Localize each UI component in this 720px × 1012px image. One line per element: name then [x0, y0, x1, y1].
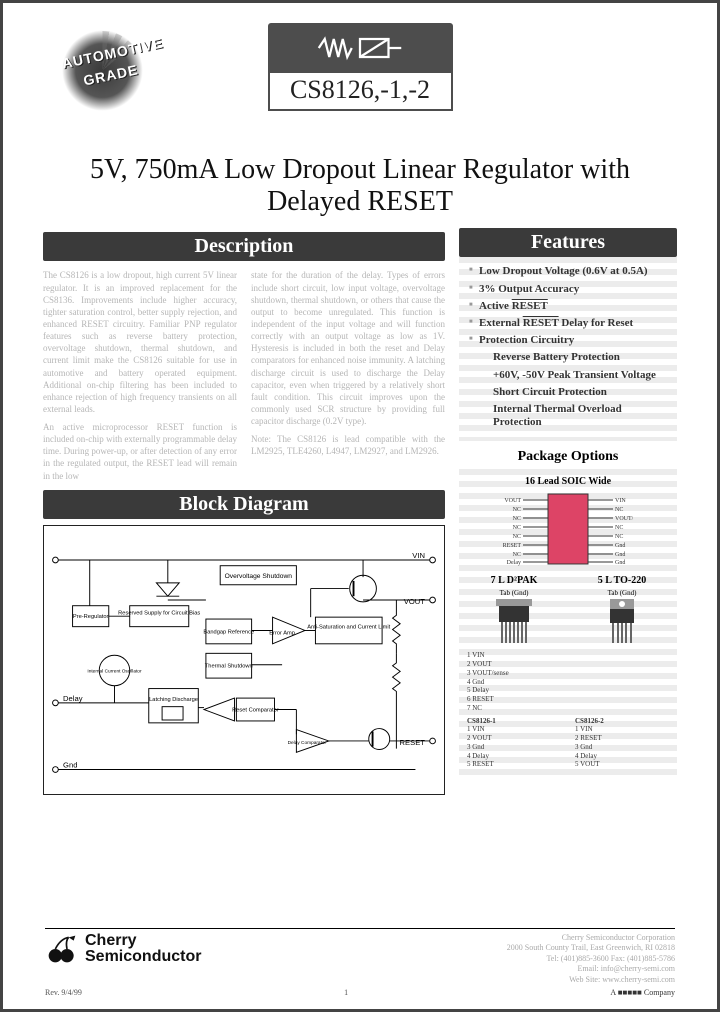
- feature-sub-item: Short Circuit Protection: [469, 386, 671, 399]
- svg-text:Overvoltage Shutdown: Overvoltage Shutdown: [225, 573, 293, 580]
- svg-text:Anti-Saturation and Current Li: Anti-Saturation and Current Limit: [307, 624, 390, 630]
- cs8126-1-pins: CS8126-1 1 VIN2 VOUT3 Gnd4 Delay5 RESET: [463, 715, 565, 772]
- description-body: The CS8126 is a low dropout, high curren…: [43, 269, 445, 481]
- right-column: Features Low Dropout Voltage (0.6V at 0.…: [459, 228, 677, 794]
- desc-para: Note: The CS8126 is lead compatible with…: [251, 433, 445, 457]
- part-number-badge: CS8126,-1,-2: [268, 23, 453, 111]
- features-list: Low Dropout Voltage (0.6V at 0.5A) 3% Ou…: [459, 257, 677, 441]
- footer: CherrySemiconductor Cherry Semiconductor…: [45, 928, 675, 985]
- svg-text:Gnd: Gnd: [615, 543, 625, 549]
- svg-text:Reset Comparator: Reset Comparator: [232, 707, 279, 713]
- svg-text:NC: NC: [513, 552, 521, 558]
- svg-text:Internal Current Oscillator: Internal Current Oscillator: [87, 668, 142, 674]
- feature-item: Protection Circuitry: [469, 334, 671, 347]
- svg-text:Thermal Shutdown: Thermal Shutdown: [205, 663, 253, 669]
- d2pak-col: 7 L D²PAK Tab (Gnd): [463, 572, 565, 649]
- svg-text:VOUT: VOUT: [504, 498, 521, 504]
- block-diagram: VIN VOUT Delay Gnd RESET Overvoltage Shu…: [43, 525, 445, 795]
- svg-text:NC: NC: [615, 525, 623, 531]
- svg-text:NC: NC: [513, 525, 521, 531]
- feature-item: 3% Output Accuracy: [469, 283, 671, 296]
- package-row: 7 L D²PAK Tab (Gnd) 5 L TO-22: [463, 572, 673, 649]
- soic-diagram: VOUT NC NC NC NC RESET NC Delay VIN NC V: [463, 490, 673, 568]
- company-address: Cherry Semiconductor Corporation 2000 So…: [507, 933, 675, 985]
- svg-text:Latching Discharge: Latching Discharge: [149, 697, 198, 703]
- feature-sub-item: +60V, -50V Peak Transient Voltage: [469, 369, 671, 382]
- svg-text:Gnd: Gnd: [63, 760, 77, 769]
- svg-text:Bandgap Reference: Bandgap Reference: [203, 629, 254, 635]
- desc-para: state for the duration of the delay. Typ…: [251, 269, 445, 427]
- svg-text:VOUT/sense: VOUT/sense: [615, 516, 633, 522]
- page-number: 1: [344, 988, 348, 997]
- svg-text:RESET: RESET: [503, 543, 521, 549]
- svg-text:Delay Comparator: Delay Comparator: [288, 740, 327, 746]
- page-title: 5V, 750mA Low Dropout Linear Regulator w…: [15, 150, 705, 228]
- to220-col: 5 L TO-220 Tab (Gnd): [571, 572, 673, 649]
- automotive-grade-badge: AUTOMOTIVE GRADE: [55, 23, 155, 118]
- desc-para: An active microprocessor RESET function …: [43, 421, 237, 482]
- company-logo: CherrySemiconductor: [45, 933, 201, 965]
- svg-text:VIN: VIN: [412, 551, 425, 560]
- revision: Rev. 9/4/99: [45, 988, 82, 997]
- package-panel: 16 Lead SOIC Wide VOUT NC NC: [459, 469, 677, 775]
- feature-item: Active RESET: [469, 300, 671, 313]
- feature-item: External RESET Delay for Reset: [469, 317, 671, 330]
- svg-text:Pre-Regulator: Pre-Regulator: [73, 614, 109, 620]
- svg-text:VOUT: VOUT: [404, 597, 425, 606]
- svg-text:Gnd: Gnd: [615, 560, 625, 566]
- header: AUTOMOTIVE GRADE CS8126,-1,-2: [15, 15, 705, 150]
- datasheet-page: CS8126,-1,-2 AUTOMOTIVE GRADE CS8126,-1,…: [0, 0, 720, 1012]
- company-name: CherrySemiconductor: [85, 933, 201, 965]
- svg-text:NC: NC: [513, 507, 521, 513]
- svg-text:Gnd: Gnd: [615, 552, 625, 558]
- pin-variants: CS8126-1 1 VIN2 VOUT3 Gnd4 Delay5 RESET …: [463, 715, 673, 772]
- features-heading: Features: [459, 228, 677, 257]
- svg-text:Delay: Delay: [63, 694, 83, 703]
- svg-text:Error Amp: Error Amp: [269, 630, 295, 636]
- part-symbol-icon: [268, 23, 453, 73]
- package-options-heading: Package Options: [459, 449, 677, 465]
- soic-label: 16 Lead SOIC Wide: [463, 476, 673, 487]
- pins7-list: 1 VIN2 VOUT3 VOUT/sense4 Gnd5 Delay6 RES…: [463, 649, 673, 714]
- footer-bottom: Rev. 9/4/99 1 A ■■■■■ Company: [45, 988, 675, 997]
- svg-text:NC: NC: [513, 516, 521, 522]
- description-heading: Description: [43, 232, 445, 261]
- svg-text:VIN: VIN: [615, 498, 626, 504]
- feature-item: Low Dropout Voltage (0.6V at 0.5A): [469, 265, 671, 278]
- svg-text:NC: NC: [513, 534, 521, 540]
- feature-sub-item: Reverse Battery Protection: [469, 351, 671, 364]
- desc-para: The CS8126 is a low dropout, high curren…: [43, 269, 237, 415]
- svg-text:Delay: Delay: [507, 560, 521, 566]
- svg-text:NC: NC: [615, 534, 623, 540]
- svg-text:NC: NC: [615, 507, 623, 513]
- company-tagline: A ■■■■■ Company: [610, 988, 675, 997]
- part-number-text: CS8126,-1,-2: [268, 73, 453, 111]
- svg-text:Reserved Supply for Circuit Bi: Reserved Supply for Circuit Bias: [118, 610, 200, 616]
- svg-text:RESET: RESET: [400, 738, 426, 747]
- feature-sub-item: Internal Thermal Overload Protection: [469, 403, 671, 429]
- left-column: Description The CS8126 is a low dropout,…: [43, 228, 445, 794]
- cherry-icon: [45, 934, 79, 964]
- main-columns: Description The CS8126 is a low dropout,…: [15, 228, 705, 794]
- cs8126-2-pins: CS8126-2 1 VIN2 RESET3 Gnd4 Delay5 VOUT: [571, 715, 673, 772]
- block-diagram-heading: Block Diagram: [43, 490, 445, 519]
- page-content: AUTOMOTIVE GRADE CS8126,-1,-2 5V, 750mA …: [15, 15, 705, 997]
